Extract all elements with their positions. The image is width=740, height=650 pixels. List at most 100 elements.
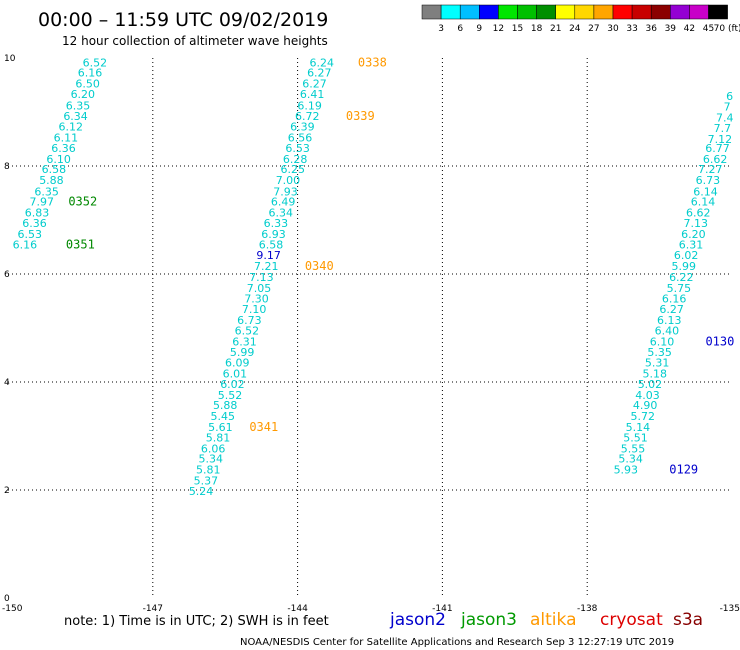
footer-note: note: 1) Time is in UTC; 2) SWH is in fe… — [64, 614, 329, 629]
wave-height-point: 5.55 — [621, 442, 646, 455]
y-tick-label: 6 — [4, 270, 10, 280]
legend-label: 30 — [607, 24, 619, 34]
legend-label: 27 — [588, 24, 599, 34]
x-axis-ticks: -150 -147 -144 -141 -138 -135 — [2, 604, 740, 614]
wave-height-point: 6.27 — [307, 67, 332, 80]
legend-label: 6 — [457, 24, 463, 34]
wave-height-point: 5.52 — [218, 389, 243, 402]
wave-height-point: 6.31 — [679, 238, 704, 251]
satellite-label-altika: altika — [530, 610, 577, 630]
legend-label: 70 (ft) — [714, 24, 740, 34]
pass-time-label: 0129 — [669, 462, 698, 476]
wave-height-point: 6.33 — [264, 217, 289, 230]
wave-height-point: 5.14 — [626, 421, 651, 434]
wave-height-point: 5.81 — [196, 463, 221, 476]
wave-height-point: 6.28 — [283, 153, 308, 166]
wave-height-point: 6.35 — [34, 185, 59, 198]
wave-height-point: 6.13 — [657, 314, 682, 327]
color-legend: 3 6 9 12 15 18 21 24 27 30 33 36 39 42 45 70 (ft) — [421, 4, 740, 34]
legend-label: 3 — [438, 24, 444, 34]
satellite-label-s3a: s3a — [673, 610, 703, 630]
wave-height-point: 6.25 — [281, 163, 306, 176]
legend-swatch — [650, 4, 671, 20]
wave-height-point: 5.02 — [638, 378, 663, 391]
wave-height-point: 6.24 — [309, 56, 334, 69]
wave-height-point: 6.52 — [83, 56, 108, 69]
wave-height-point: 6.10 — [46, 153, 71, 166]
legend-swatch — [593, 4, 614, 20]
pass-time-label: 0341 — [249, 420, 278, 434]
wave-height-point: 6 — [726, 90, 733, 103]
legend-swatch — [631, 4, 652, 20]
legend-label: 24 — [569, 24, 581, 34]
legend-swatch — [459, 4, 480, 20]
wave-height-point: 6.02 — [220, 378, 245, 391]
x-tick-label: -141 — [432, 604, 452, 614]
wave-height-point: 6.22 — [669, 271, 694, 284]
legend-label: 21 — [550, 24, 561, 34]
legend-swatch — [421, 4, 442, 20]
wave-height-point: 5.99 — [671, 260, 696, 273]
satellite-label-jason3: jason3 — [460, 610, 517, 630]
x-tick-label: -147 — [143, 604, 163, 614]
legend-swatch — [517, 4, 537, 20]
wave-height-point: 5.18 — [643, 367, 668, 380]
pass-time-label: 0352 — [68, 195, 97, 209]
wave-height-point: 9.17 — [256, 249, 281, 262]
footer-credit: NOAA/NESDIS Center for Satellite Applica… — [240, 637, 674, 648]
wave-height-point: 7.97 — [30, 196, 55, 209]
grid-lines — [8, 58, 732, 598]
wave-height-point: 6.11 — [54, 131, 79, 144]
legend-swatch — [689, 4, 709, 20]
wave-height-point: 6.56 — [288, 131, 313, 144]
wave-height-point: 5.45 — [211, 410, 236, 423]
wave-height-point: 6.53 — [17, 228, 42, 241]
wave-height-point: 6.39 — [290, 121, 315, 134]
satellite-legend: jason2 jason3 altika cryosat s3a — [389, 610, 703, 630]
pass-time-label: 0130 — [705, 335, 734, 349]
legend-swatch — [479, 4, 499, 20]
wave-height-point: 4.90 — [633, 399, 658, 412]
legend-label: 9 — [476, 24, 482, 34]
wave-height-point: 5.37 — [194, 474, 219, 487]
wave-height-point: 6.16 — [13, 238, 38, 251]
wave-height-point: 6.31 — [232, 336, 257, 349]
y-tick-label: 0 — [4, 594, 10, 604]
wave-height-point: 6.53 — [285, 142, 310, 155]
wave-height-point: 5.99 — [230, 346, 255, 359]
legend-label: 33 — [626, 24, 637, 34]
legend-swatch — [670, 4, 690, 20]
wave-height-point: 6.14 — [691, 196, 716, 209]
wave-height-point: 6.34 — [268, 206, 293, 219]
wave-height-point: 5.35 — [647, 346, 672, 359]
wave-height-point: 5.51 — [623, 432, 648, 445]
wave-height-point: 5.72 — [630, 410, 655, 423]
wave-height-point: 7.93 — [273, 185, 298, 198]
pass-time-label: 0351 — [66, 237, 95, 251]
wave-height-point: 6.62 — [703, 153, 728, 166]
wave-height-point: 6.34 — [63, 110, 88, 123]
x-tick-label: -150 — [2, 604, 23, 614]
satellite-label-jason2: jason2 — [389, 610, 446, 630]
wave-height-point: 5.34 — [618, 453, 643, 466]
x-tick-label: -138 — [577, 604, 598, 614]
legend-swatch — [440, 4, 461, 20]
x-tick-label: -135 — [720, 604, 740, 614]
wave-height-point: 6.09 — [225, 357, 250, 370]
wave-height-point: 6.73 — [696, 174, 721, 187]
wave-height-point: 7.13 — [249, 271, 274, 284]
wave-height-point: 4.03 — [635, 389, 660, 402]
legend-label: 15 — [512, 24, 523, 34]
wave-height-point: 6.62 — [686, 206, 711, 219]
wave-height-point: 6.27 — [659, 303, 684, 316]
wave-height-point: 6.41 — [300, 88, 325, 101]
x-tick-label: -144 — [287, 604, 308, 614]
wave-height-point: 7.10 — [242, 303, 267, 316]
legend-swatch — [498, 4, 518, 20]
y-tick-label: 4 — [4, 378, 10, 388]
wave-height-point: 6.20 — [71, 88, 96, 101]
wave-height-point: 6.52 — [235, 325, 260, 338]
pass-time-label: 0338 — [358, 55, 387, 69]
wave-height-point: 5.61 — [208, 421, 233, 434]
